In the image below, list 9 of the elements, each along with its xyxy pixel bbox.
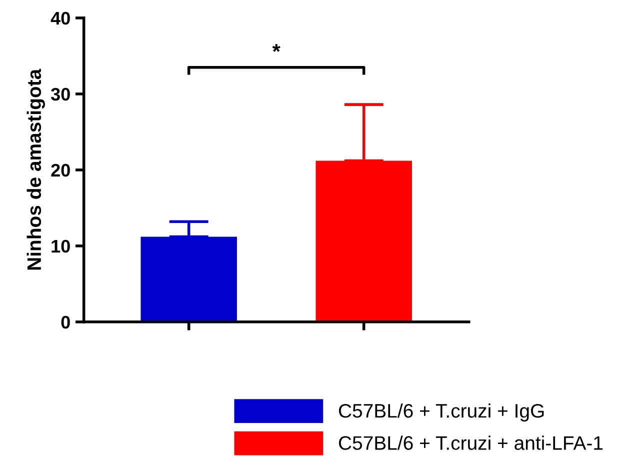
y-tick-label: 20 <box>51 164 70 177</box>
y-tick-label: 10 <box>52 240 70 253</box>
y-tick-label: 0 <box>61 316 70 329</box>
y-tick-label: 40 <box>50 12 70 25</box>
annotation: * <box>272 44 280 52</box>
y-tick-label: 30 <box>50 88 70 101</box>
legend-label: C57BL/6 + T.cruzi + IgG <box>338 403 544 422</box>
y-axis-title: Ninhos de amastigota <box>26 68 46 270</box>
legend-label: C57BL/6 + T.cruzi + anti-LFA-1 <box>338 436 603 450</box>
